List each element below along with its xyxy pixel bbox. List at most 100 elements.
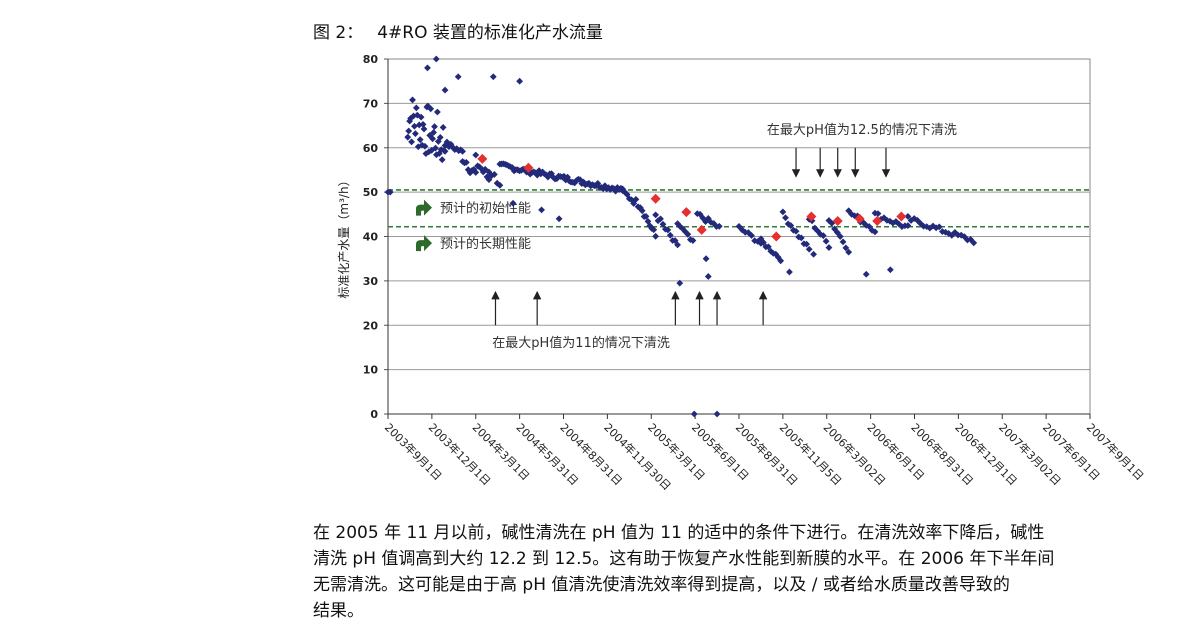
data-point (652, 211, 660, 219)
data-point (412, 104, 420, 112)
data-point (777, 257, 785, 265)
cleaning-point (477, 153, 488, 164)
data-point (883, 216, 891, 224)
paragraph-line: 在 2005 年 11 月以前，碱性清洗在 pH 值为 11 的适中的条件下进行… (313, 523, 1045, 543)
y-tick-label: 10 (363, 364, 379, 377)
data-point (779, 208, 787, 216)
data-point (436, 133, 444, 141)
data-point (782, 214, 789, 222)
data-point (889, 219, 897, 227)
annotation-label: 在最大pH值为11的情况下清洗 (492, 335, 670, 351)
data-point (764, 243, 772, 251)
data-point (652, 232, 660, 240)
data-point (696, 210, 704, 218)
data-point (538, 206, 545, 214)
data-point (828, 219, 836, 227)
cleaning-point (832, 215, 843, 226)
data-point (621, 188, 629, 196)
data-point (862, 270, 870, 278)
data-point (964, 236, 971, 244)
data-point (690, 410, 698, 418)
cleaning-point (854, 213, 865, 224)
data-point (409, 96, 416, 104)
data-point (441, 86, 449, 94)
data-point (439, 124, 447, 131)
data-point (935, 223, 943, 231)
data-point (459, 147, 466, 155)
cleaning-point (696, 224, 707, 235)
cleaning-point (806, 211, 817, 222)
data-point (430, 129, 437, 136)
y-tick-label: 0 (370, 408, 378, 421)
data-point (416, 136, 424, 144)
data-point (772, 250, 780, 258)
data-point (810, 250, 817, 258)
data-point (424, 64, 431, 72)
y-axis-label: 标准化产水量（m³/h） (337, 174, 351, 298)
data-point (479, 168, 487, 176)
cleaning-point (523, 162, 534, 173)
paragraph-line: 清洗 pH 值调高到大约 12.2 到 12.5。这有助于恢复产水性能到新膜的水… (313, 549, 1055, 569)
data-point (795, 233, 803, 241)
data-point (904, 222, 912, 229)
data-point (443, 138, 451, 146)
data-point (710, 220, 718, 227)
annotation-label: 在最大pH值为12.5的情况下清洗 (767, 122, 957, 138)
data-point (427, 105, 435, 113)
cleaning-point (771, 231, 782, 242)
data-point (929, 222, 937, 230)
data-point (432, 144, 439, 152)
y-tick-label: 60 (363, 142, 379, 155)
paragraph-line: 无需清洗。这可能是由于高 pH 值清洗使清洗效率得到提高，以及 / 或者给水质量… (313, 575, 1010, 595)
reference-line-label: 预计的长期性能 (440, 236, 531, 252)
cleaning-point (681, 207, 692, 218)
data-point (435, 150, 443, 157)
data-point (490, 171, 498, 178)
data-point (679, 225, 687, 233)
data-point (805, 245, 813, 253)
y-tick-label: 80 (363, 53, 379, 66)
data-point (674, 241, 681, 249)
data-point (411, 130, 419, 138)
y-tick-label: 30 (363, 275, 379, 288)
cleaning-point (872, 215, 883, 226)
body-paragraph: 在 2005 年 11 月以前，碱性清洗在 pH 值为 11 的适中的条件下进行… (313, 520, 1163, 624)
data-point (431, 123, 438, 131)
data-point (666, 231, 674, 239)
data-point (408, 138, 415, 146)
data-point (462, 158, 470, 166)
data-point (707, 218, 715, 226)
data-point (871, 228, 879, 236)
y-tick-label: 20 (363, 319, 379, 332)
data-point (865, 223, 873, 230)
data-point (548, 170, 555, 178)
data-point (676, 279, 684, 287)
data-point (787, 222, 795, 229)
data-point (681, 228, 689, 236)
data-point (433, 108, 441, 116)
data-point (803, 240, 810, 248)
data-point (659, 220, 667, 228)
data-point (650, 226, 658, 234)
data-point (415, 121, 423, 129)
data-point (496, 181, 504, 189)
data-point (684, 230, 692, 238)
data-point (748, 232, 755, 239)
data-point (612, 187, 620, 195)
cleaning-point (896, 211, 907, 222)
y-tick-label: 70 (363, 97, 379, 110)
reference-line-label: 预计的初始性能 (440, 201, 531, 217)
data-point (862, 222, 870, 229)
cleaning-point (650, 193, 661, 204)
flow-chart: 01020304050607080标准化产水量（m³/h）2003年9月1日20… (337, 53, 1147, 493)
data-point (421, 142, 429, 150)
data-point (938, 228, 946, 235)
data-point (886, 266, 894, 274)
data-point (713, 410, 721, 418)
data-point (822, 237, 830, 245)
data-point (472, 169, 480, 176)
green-arrow-icon (416, 199, 432, 216)
data-point (407, 114, 415, 122)
data-point (417, 113, 425, 121)
data-point (819, 232, 827, 240)
